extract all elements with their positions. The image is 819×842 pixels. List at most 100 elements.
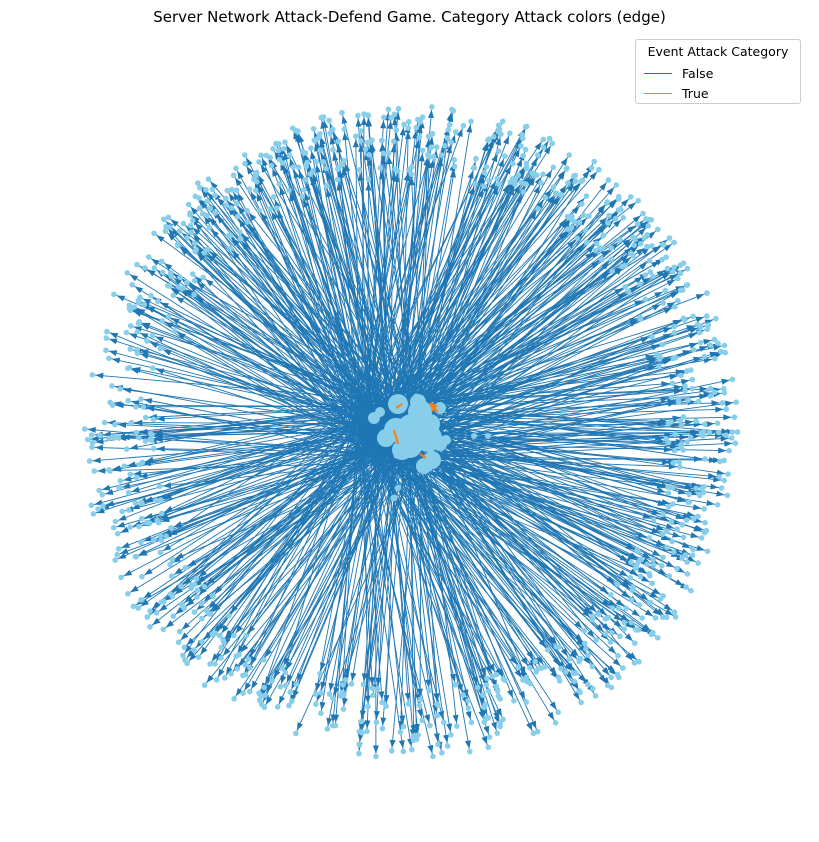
node	[317, 147, 324, 153]
edge	[208, 178, 410, 417]
edge-arrowhead	[578, 674, 586, 683]
edge-arrowhead	[238, 193, 244, 202]
edge-arrowhead	[361, 673, 368, 682]
edge-arrowhead	[218, 668, 225, 678]
edge	[355, 442, 593, 690]
edge-arrowhead	[558, 219, 566, 228]
node	[572, 172, 579, 179]
edge	[334, 458, 357, 726]
edge	[368, 435, 625, 623]
node	[158, 537, 165, 543]
node	[365, 703, 371, 710]
edge-arrowhead	[223, 647, 231, 656]
node	[222, 675, 228, 681]
node	[429, 104, 435, 110]
node	[121, 463, 128, 470]
edge-arrowhead	[681, 548, 690, 555]
edge-arrowhead	[666, 279, 676, 287]
edge-arrowhead	[87, 427, 96, 433]
edge	[202, 213, 360, 456]
edge-arrowhead	[583, 606, 591, 614]
node	[682, 388, 688, 394]
edge-arrowhead	[394, 111, 401, 120]
node	[270, 194, 277, 200]
edge-arrowhead	[495, 667, 502, 677]
node	[365, 176, 372, 183]
node	[287, 689, 294, 695]
node	[91, 468, 98, 474]
edge-arrowhead	[115, 402, 124, 409]
node	[674, 526, 680, 532]
node	[159, 318, 165, 324]
edge-arrowhead	[624, 633, 633, 642]
node	[317, 131, 323, 137]
node	[416, 702, 423, 709]
node	[494, 730, 501, 736]
node	[419, 114, 426, 120]
edge-arrowhead	[491, 721, 497, 731]
edge-arrowhead	[533, 185, 540, 194]
edge-arrowhead	[139, 549, 148, 556]
edge	[249, 429, 358, 668]
node	[473, 155, 479, 162]
edge-arrowhead	[545, 170, 552, 179]
edge-arrowhead	[210, 181, 218, 190]
node	[136, 523, 142, 530]
core-node	[375, 407, 385, 417]
edge-arrowhead	[663, 446, 672, 453]
node	[217, 632, 223, 639]
edge-arrowhead	[529, 211, 537, 220]
node	[148, 292, 154, 299]
node	[653, 351, 660, 358]
edge-arrowhead	[483, 725, 489, 735]
edge-arrowhead	[140, 353, 149, 359]
edge-arrowhead	[418, 153, 425, 162]
node	[206, 224, 212, 231]
node	[340, 682, 346, 688]
node	[523, 123, 530, 130]
node	[677, 464, 683, 470]
node	[158, 258, 165, 265]
edge-arrowhead	[181, 622, 190, 630]
edge	[236, 190, 363, 461]
edge	[368, 439, 489, 748]
edge-arrowhead	[297, 673, 303, 682]
edge-arrowhead	[249, 212, 257, 221]
edge-arrowhead	[156, 445, 165, 452]
edge-arrowhead	[699, 346, 708, 352]
edge-true	[419, 453, 427, 459]
edge-arrowhead	[655, 539, 665, 547]
edge-arrowhead	[464, 740, 471, 749]
node	[135, 605, 142, 611]
edge-arrowhead	[266, 684, 273, 693]
edge-arrowhead	[210, 603, 219, 612]
node	[650, 516, 657, 523]
edge	[409, 433, 415, 737]
edge-arrowhead	[622, 239, 631, 247]
node	[159, 269, 166, 276]
edge-arrowhead	[271, 211, 278, 221]
node	[715, 340, 721, 347]
node	[330, 126, 336, 133]
node	[227, 245, 233, 252]
edge-arrowhead	[640, 337, 650, 343]
node	[317, 670, 323, 677]
node	[660, 554, 666, 561]
node	[589, 685, 596, 692]
node	[246, 186, 253, 192]
edge	[420, 429, 636, 644]
node	[607, 592, 614, 598]
node	[157, 483, 163, 490]
edge-arrowhead	[279, 186, 286, 196]
node	[660, 511, 666, 518]
edge-arrowhead	[405, 131, 411, 140]
node	[622, 284, 628, 290]
edge-arrowhead	[146, 405, 155, 412]
node	[448, 732, 454, 738]
node	[664, 528, 670, 534]
edge-arrowhead	[235, 177, 243, 187]
node	[631, 660, 638, 666]
edge-arrowhead	[204, 216, 211, 225]
edge-arrowhead	[690, 429, 699, 436]
